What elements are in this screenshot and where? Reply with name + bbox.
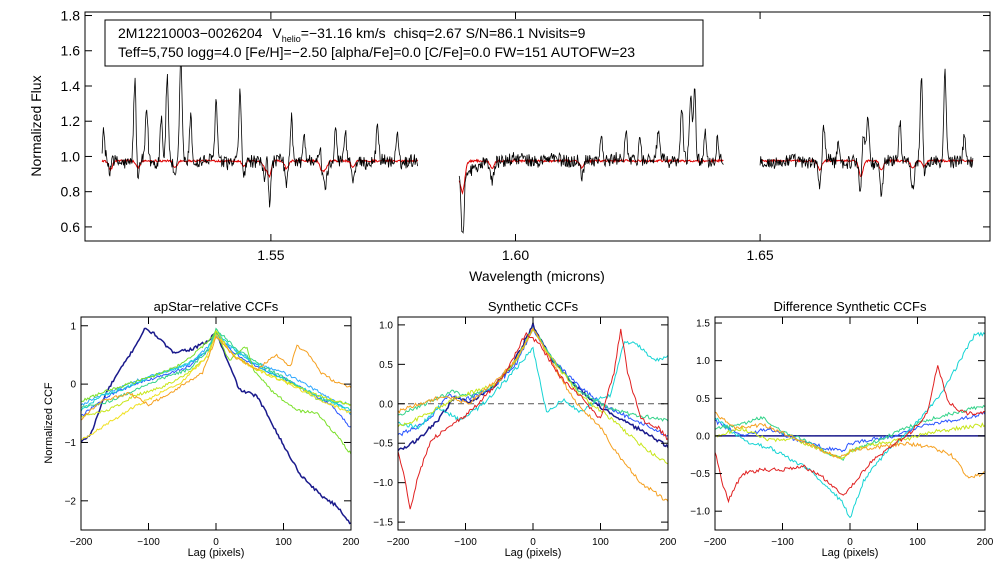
synthetic-ccf-series-line: [398, 327, 668, 502]
spectrum-xtick-label: 1.55: [257, 247, 284, 263]
apstar-ccf-axes: −200 −100 0 100 200 −2 −1 0 1: [65, 317, 360, 548]
difference-ccf-series-line: [715, 365, 985, 504]
synthetic-ccf-series-line: [398, 328, 668, 510]
difference-ccf-ytick-label: 1.0: [696, 356, 710, 367]
vhelio-symbol: V: [272, 25, 282, 41]
difference-ccf-series-line: [715, 331, 985, 519]
observed-spectrum-line-3: [759, 68, 974, 197]
observed-spectrum-line-1: [101, 51, 419, 208]
synthetic-ccf-ytick-label: 0.5: [379, 360, 393, 371]
star-id: 2M12210003−0026204: [118, 25, 263, 41]
apstar-ccf-xtick-label: −100: [137, 537, 160, 548]
difference-ccf-ytick-label: 1.5: [696, 319, 710, 330]
apstar-ccf-ytick-label: 0: [70, 380, 76, 391]
spectrum-header-box: [104, 19, 704, 67]
synthetic-ccf-ytick-label: −1.0: [373, 478, 393, 489]
difference-ccf-xtick-label: 200: [977, 537, 994, 548]
synthetic-ccf-xtick-label: −100: [454, 537, 477, 548]
difference-ccf-xlabel: Lag (pixels): [822, 547, 879, 559]
difference-ccf-panel: Difference Synthetic CCFs −200 −100 0 100 20…: [690, 299, 994, 559]
apstar-ccf-frame: [80, 316, 352, 531]
apstar-ccf-xlabel: Lag (pixels): [188, 547, 245, 559]
synthetic-ccf-ytick-label: −0.5: [373, 439, 393, 450]
apstar-ccf-series-line: [81, 327, 351, 525]
apstar-ccf-xtick-label: 100: [275, 537, 292, 548]
spectrum-xlabel: Wavelength (microns): [469, 268, 605, 284]
spectrum-lines-group: [101, 51, 974, 234]
apstar-ccf-series-line: [81, 332, 351, 415]
apstar-ccf-title: apStar−relative CCFs: [154, 299, 279, 314]
difference-ccf-ytick-label: −0.5: [690, 469, 710, 480]
difference-ccf-series-line: [715, 410, 985, 453]
vhelio-subscript: helio: [282, 34, 301, 44]
difference-ccf-xtick-label: 100: [909, 537, 926, 548]
synthetic-ccf-series-line: [398, 329, 668, 465]
difference-ccf-ytick-label: −1.0: [690, 507, 710, 518]
synthetic-ccf-ytick-label: 0.0: [379, 399, 393, 410]
spectrum-ytick-label: 1.8: [61, 7, 81, 23]
difference-ccf-series-line: [715, 411, 985, 479]
spectrum-ylabel: Normalized Flux: [28, 75, 44, 176]
synthetic-ccf-xtick-label: −200: [387, 537, 410, 548]
synthetic-ccf-xtick-label: 200: [660, 537, 677, 548]
apstar-ccf-series-line: [81, 335, 351, 421]
apstar-ccf-panel: apStar−relative CCFs −200 −100 0 100 200 −2 −1…: [43, 299, 360, 559]
synthetic-ccf-xtick-label: 0: [530, 537, 536, 548]
spectrum-xtick-label: 1.60: [502, 247, 529, 263]
difference-ccf-series-line: [715, 422, 985, 460]
spectrum-ytick-label: 1.4: [61, 78, 81, 94]
synthetic-ccf-plot-area: [398, 320, 668, 510]
apstar-ccf-series-line: [81, 334, 351, 441]
spectrum-header-line1: 2M12210003−0026204 Vhelio=−31.16 km/s chis…: [118, 25, 586, 44]
apstar-ccf-lines-group: [81, 327, 351, 525]
spectrum-ytick-label: 0.6: [61, 219, 81, 235]
difference-ccf-title: Difference Synthetic CCFs: [774, 299, 927, 314]
synthetic-ccf-ytick-label: −1.5: [373, 518, 393, 529]
apstar-ccf-plot-area: [81, 327, 351, 525]
difference-ccf-lines-group: [715, 331, 985, 519]
apstar-ccf-ytick-label: 1: [70, 321, 76, 332]
apstar-ccf-series-line: [81, 329, 351, 412]
synthetic-ccf-lines-group: [398, 320, 668, 510]
apstar-ccf-ytick-label: −1: [65, 438, 77, 449]
spectrum-ytick-label: 1.0: [61, 148, 81, 164]
spectrum-header-line2: Teff=5,750 logg=4.0 [Fe/H]=−2.50 [alpha/…: [118, 44, 635, 60]
difference-ccf-xtick-label: −100: [771, 537, 794, 548]
difference-ccf-plot-area: [715, 331, 985, 519]
difference-ccf-ytick-label: 0.0: [696, 431, 710, 442]
spectrum-axes: 1.55 1.60 1.65 0.6 0.8 1.0 1.2 1.4 1.6 1.8: [61, 7, 990, 263]
spectrum-ytick-label: 1.2: [61, 113, 81, 129]
header-stats: chisq=2.67 S/N=86.1 Nvisits=9: [394, 25, 586, 41]
apstar-ccf-series-line: [81, 330, 351, 418]
synthetic-ccf-panel: Synthetic CCFs −200 −100 0 100 200 −1.5 −1.0 −0…: [373, 299, 677, 559]
synthetic-ccf-title: Synthetic CCFs: [488, 299, 579, 314]
spectrum-plot-area: [101, 51, 974, 234]
apstar-ccf-ytick-label: −2: [65, 496, 77, 507]
difference-ccf-ytick-label: 0.5: [696, 394, 710, 405]
synthetic-ccf-xtick-label: 100: [592, 537, 609, 548]
vhelio-value: =−31.16 km/s: [301, 25, 386, 41]
synthetic-ccf-series-line: [398, 340, 668, 430]
spectrum-frame: [84, 11, 991, 242]
spectrum-xtick-label: 1.65: [746, 247, 773, 263]
difference-ccf-xtick-label: −200: [704, 537, 727, 548]
apstar-ccf-xtick-label: −200: [70, 537, 93, 548]
difference-ccf-xtick-label: 0: [847, 537, 853, 548]
spectrum-ytick-label: 0.8: [61, 184, 81, 200]
synthetic-ccf-ytick-label: 1.0: [379, 320, 393, 331]
spectrum-panel: 1.55 1.60 1.65 0.6 0.8 1.0 1.2 1.4 1.6 1.8 2M1221…: [28, 7, 991, 284]
observed-spectrum-line-2: [458, 88, 724, 234]
difference-ccf-axes: −200 −100 0 100 200 −1.0 −0.5 0.0 0.5 1.0 1.5: [690, 317, 994, 548]
apstar-ccf-xtick-label: 200: [343, 537, 360, 548]
synthetic-ccf-axes: −200 −100 0 100 200 −1.5 −1.0 −0.5 0.0 0.5 1.0: [373, 317, 677, 548]
apstar-ccf-ylabel: Normalized CCF: [43, 382, 55, 464]
spectrum-ytick-label: 1.6: [61, 43, 81, 59]
synthetic-ccf-xlabel: Lag (pixels): [505, 547, 562, 559]
apstar-ccf-xtick-label: 0: [213, 537, 219, 548]
